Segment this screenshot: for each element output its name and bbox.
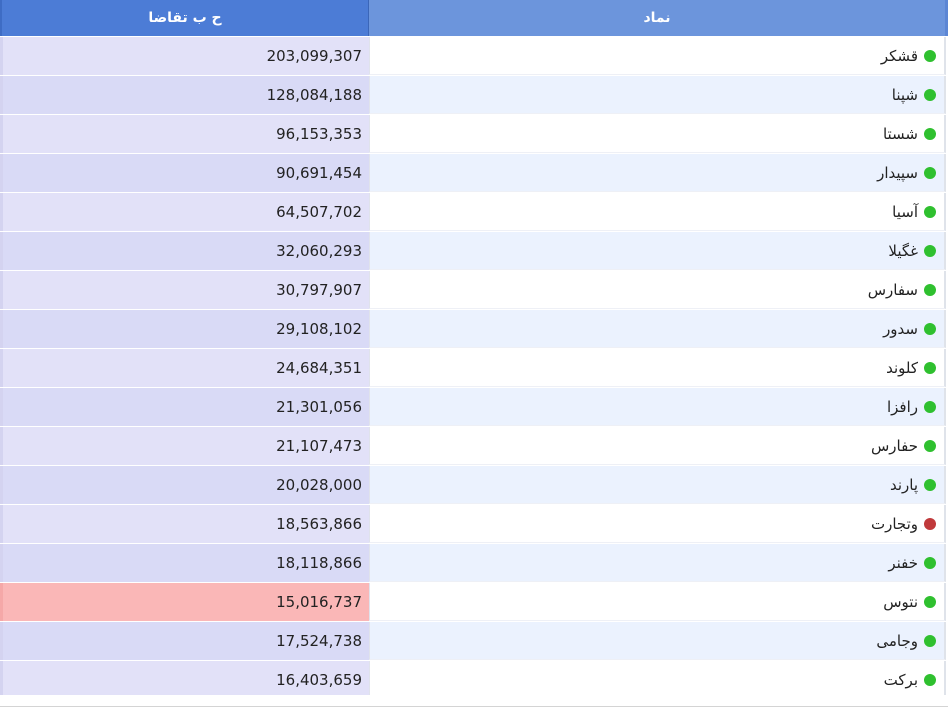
symbol-label: غگیلا bbox=[888, 241, 918, 260]
table-row[interactable]: 18,118,866 خفنر bbox=[0, 543, 948, 582]
demand-cell: 18,563,866 bbox=[0, 505, 369, 543]
symbol-label: رافزا bbox=[886, 397, 918, 416]
demand-cell: 96,153,353 bbox=[0, 115, 369, 153]
demand-cell: 64,507,702 bbox=[0, 193, 369, 231]
symbol-cell[interactable]: برکت bbox=[369, 661, 946, 695]
table-row[interactable]: 18,563,866 وتجارت bbox=[0, 504, 948, 543]
demand-cell: 20,028,000 bbox=[0, 466, 369, 504]
demand-cell: 21,301,056 bbox=[0, 388, 369, 426]
table-row[interactable]: 29,108,102 سدور bbox=[0, 309, 948, 348]
status-dot-icon bbox=[924, 439, 936, 452]
status-dot-icon bbox=[924, 517, 936, 530]
table-row[interactable]: 17,524,738 وجامی bbox=[0, 621, 948, 660]
symbol-label: وجامی bbox=[876, 631, 918, 650]
demand-cell: 15,016,737 bbox=[0, 583, 369, 621]
symbol-cell[interactable]: آسیا bbox=[369, 193, 946, 231]
status-dot-icon bbox=[924, 556, 936, 569]
header-symbol[interactable]: نماد bbox=[369, 0, 948, 36]
header-demand[interactable]: ح ب تقاضا bbox=[0, 0, 369, 36]
table-row[interactable]: 90,691,454 سپیدار bbox=[0, 153, 948, 192]
status-dot-icon bbox=[924, 322, 936, 335]
symbol-cell[interactable]: شپنا bbox=[369, 76, 946, 114]
status-dot-icon bbox=[924, 283, 936, 296]
symbol-cell[interactable]: سفارس bbox=[369, 271, 946, 309]
table-row[interactable]: 24,684,351 کلوند bbox=[0, 348, 948, 387]
demand-cell: 30,797,907 bbox=[0, 271, 369, 309]
table-row[interactable]: 203,099,307 قشکر bbox=[0, 36, 948, 75]
symbol-label: آسیا bbox=[892, 202, 918, 221]
status-dot-icon bbox=[924, 361, 936, 374]
status-dot-icon bbox=[924, 205, 936, 218]
table-body: 203,099,307 قشکر 128,084,188 شپنا 96,153,353… bbox=[0, 36, 948, 695]
symbol-cell[interactable]: نتوس bbox=[369, 583, 946, 621]
table-row[interactable]: 32,060,293 غگیلا bbox=[0, 231, 948, 270]
demand-cell: 24,684,351 bbox=[0, 349, 369, 387]
symbol-cell[interactable]: حفارس bbox=[369, 427, 946, 465]
symbol-cell[interactable]: پارند bbox=[369, 466, 946, 504]
symbol-label: پارند bbox=[889, 475, 918, 494]
symbol-label: شستا bbox=[882, 124, 918, 143]
symbol-cell[interactable]: سپیدار bbox=[369, 154, 946, 192]
symbol-cell[interactable]: خفنر bbox=[369, 544, 946, 582]
status-dot-icon bbox=[924, 673, 936, 686]
symbol-cell[interactable]: سدور bbox=[369, 310, 946, 348]
status-dot-icon bbox=[924, 634, 936, 647]
table-row[interactable]: 16,403,659 برکت bbox=[0, 660, 948, 695]
symbol-cell[interactable]: رافزا bbox=[369, 388, 946, 426]
symbol-label: برکت bbox=[883, 670, 918, 689]
symbol-label: سفارس bbox=[867, 280, 918, 299]
table-header: ح ب تقاضا نماد bbox=[0, 0, 948, 36]
symbol-label: حفارس bbox=[871, 436, 918, 455]
table-row[interactable]: 128,084,188 شپنا bbox=[0, 75, 948, 114]
symbol-label: شپنا bbox=[891, 85, 918, 104]
table-row[interactable]: 21,301,056 رافزا bbox=[0, 387, 948, 426]
table-row[interactable]: 20,028,000 پارند bbox=[0, 465, 948, 504]
symbol-cell[interactable]: کلوند bbox=[369, 349, 946, 387]
status-dot-icon bbox=[924, 166, 936, 179]
symbol-cell[interactable]: شستا bbox=[369, 115, 946, 153]
status-dot-icon bbox=[924, 478, 936, 491]
symbol-label: کلوند bbox=[886, 358, 918, 377]
symbol-label: خفنر bbox=[888, 553, 918, 572]
demand-cell: 17,524,738 bbox=[0, 622, 369, 660]
demand-cell: 29,108,102 bbox=[0, 310, 369, 348]
table-row[interactable]: 15,016,737 نتوس bbox=[0, 582, 948, 621]
status-dot-icon bbox=[924, 127, 936, 140]
demand-cell: 128,084,188 bbox=[0, 76, 369, 114]
symbol-label: نتوس bbox=[883, 592, 918, 611]
demand-cell: 90,691,454 bbox=[0, 154, 369, 192]
status-dot-icon bbox=[924, 595, 936, 608]
symbol-cell[interactable]: وجامی bbox=[369, 622, 946, 660]
table-row[interactable]: 30,797,907 سفارس bbox=[0, 270, 948, 309]
symbol-cell[interactable]: وتجارت bbox=[369, 505, 946, 543]
table-footer-divider bbox=[0, 706, 948, 707]
symbol-label: وتجارت bbox=[870, 514, 918, 533]
demand-cell: 21,107,473 bbox=[0, 427, 369, 465]
symbol-label: سپیدار bbox=[877, 163, 918, 182]
demand-cell: 16,403,659 bbox=[0, 661, 369, 695]
table-row[interactable]: 64,507,702 آسیا bbox=[0, 192, 948, 231]
table-row[interactable]: 21,107,473 حفارس bbox=[0, 426, 948, 465]
status-dot-icon bbox=[924, 244, 936, 257]
demand-cell: 203,099,307 bbox=[0, 37, 369, 75]
symbol-label: قشکر bbox=[880, 46, 918, 65]
demand-cell: 32,060,293 bbox=[0, 232, 369, 270]
status-dot-icon bbox=[924, 49, 936, 62]
symbol-cell[interactable]: غگیلا bbox=[369, 232, 946, 270]
table-row[interactable]: 96,153,353 شستا bbox=[0, 114, 948, 153]
symbol-label: سدور bbox=[883, 319, 918, 338]
demand-cell: 18,118,866 bbox=[0, 544, 369, 582]
status-dot-icon bbox=[924, 88, 936, 101]
symbol-cell[interactable]: قشکر bbox=[369, 37, 946, 75]
status-dot-icon bbox=[924, 400, 936, 413]
